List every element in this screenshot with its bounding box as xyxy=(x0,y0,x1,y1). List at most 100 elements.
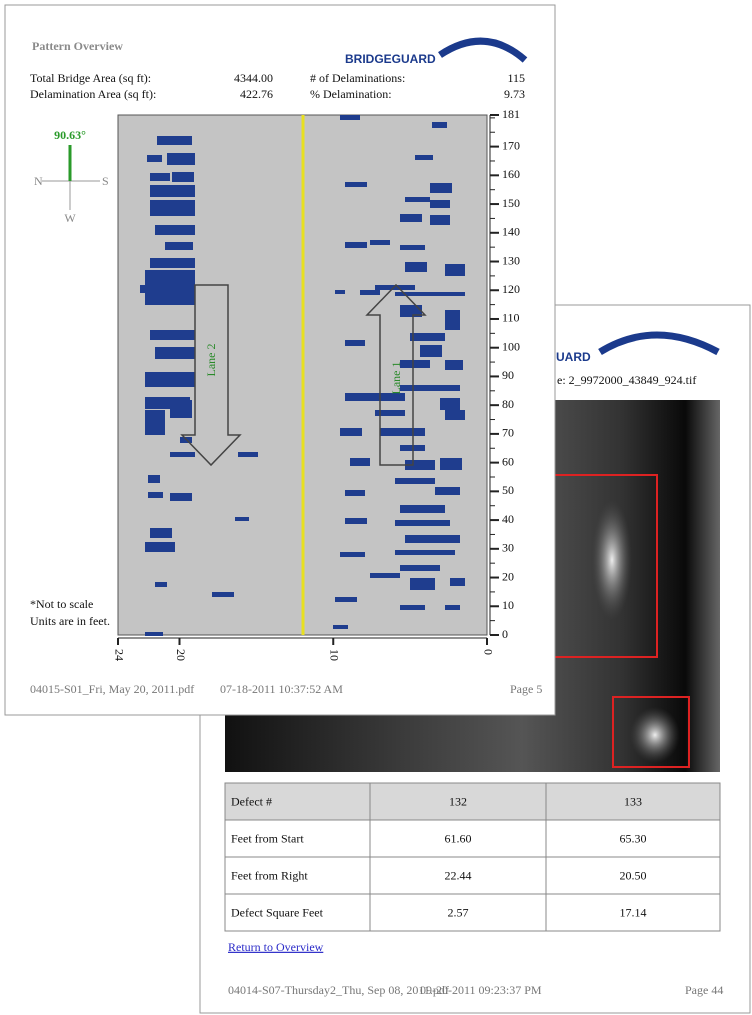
return-link[interactable]: Return to Overview xyxy=(228,940,324,954)
delamination xyxy=(345,340,365,346)
delamination xyxy=(445,605,460,610)
delamination xyxy=(157,136,192,145)
delamination xyxy=(140,285,152,293)
cell-text: Defect # xyxy=(231,794,272,808)
delamination xyxy=(445,360,463,370)
y-tick-label: 30 xyxy=(502,541,514,555)
table-cell xyxy=(369,856,547,895)
stat-label: % Delamination: xyxy=(310,87,392,101)
delamination xyxy=(145,632,163,636)
cell-text: Feet from Right xyxy=(231,868,308,882)
delamination xyxy=(410,578,435,590)
delamination xyxy=(400,385,460,391)
delamination xyxy=(375,410,405,416)
scan-highlight xyxy=(630,707,680,763)
table-cell xyxy=(545,819,721,858)
delamination xyxy=(400,245,425,250)
lane-arrow xyxy=(180,284,242,467)
delamination xyxy=(395,520,450,526)
delamination xyxy=(333,625,348,629)
delamination xyxy=(445,264,465,276)
delamination xyxy=(430,183,452,193)
delamination xyxy=(415,155,433,160)
note: Units are in feet. xyxy=(30,614,110,628)
footer-date: 09-20-2011 09:23:37 PM xyxy=(420,983,542,997)
stat-label: Delamination Area (sq ft): xyxy=(30,87,156,101)
delamination xyxy=(370,573,400,578)
note: *Not to scale xyxy=(30,597,93,611)
delamination xyxy=(150,528,172,538)
table-cell xyxy=(224,856,371,895)
y-tick-label: 150 xyxy=(502,196,520,210)
delamination xyxy=(395,292,465,296)
delamination xyxy=(445,410,465,420)
delamination xyxy=(335,290,345,294)
compass-s: S xyxy=(102,174,109,188)
compass: 90.63° N S W xyxy=(34,128,109,225)
y-tick-label: 20 xyxy=(502,569,514,583)
y-tick-label: 140 xyxy=(502,225,520,239)
delamination xyxy=(150,200,195,216)
delamination xyxy=(400,605,425,610)
cell-text: 2.57 xyxy=(448,905,469,919)
delamination xyxy=(150,330,195,340)
delamination xyxy=(170,493,192,501)
delamination xyxy=(440,458,462,470)
delamination xyxy=(430,200,450,208)
y-tick-label: 60 xyxy=(502,454,514,468)
scan-highlight xyxy=(592,500,632,620)
delamination xyxy=(395,550,455,555)
delamination xyxy=(335,597,357,602)
title: Pattern Overview xyxy=(32,39,123,53)
delamination xyxy=(155,225,195,235)
y-tick-label: 120 xyxy=(502,282,520,296)
table-cell xyxy=(369,893,547,932)
y-tick-label: 181 xyxy=(502,107,520,121)
delamination xyxy=(145,410,165,435)
lane-label: Lane 2 xyxy=(204,344,218,377)
cell-text: Feet from Start xyxy=(231,831,304,845)
footer-file: 04015-S01_Fri, May 20, 2011.pdf xyxy=(30,682,194,696)
table-cell xyxy=(224,819,371,858)
delamination xyxy=(340,115,360,120)
delamination xyxy=(400,505,445,513)
compass-w: W xyxy=(64,211,76,225)
cell-text: 22.44 xyxy=(445,868,472,882)
delamination xyxy=(148,492,163,498)
x-tick-label: 10 xyxy=(328,649,342,661)
stat-label: # of Delaminations: xyxy=(310,71,405,85)
y-tick-label: 110 xyxy=(502,311,520,325)
delamination xyxy=(380,428,425,436)
delamination xyxy=(430,215,450,225)
delamination xyxy=(405,460,435,470)
table-cell xyxy=(545,893,721,932)
y-tick-label: 160 xyxy=(502,167,520,181)
delamination xyxy=(150,185,195,197)
delamination xyxy=(360,290,380,295)
delamination xyxy=(350,458,370,466)
y-tick-label: 0 xyxy=(502,627,508,641)
cell-text: 133 xyxy=(624,794,642,808)
delamination xyxy=(345,242,367,248)
stat-label: Total Bridge Area (sq ft): xyxy=(30,71,151,85)
axes: 0102030405060708090100110120130140150160… xyxy=(112,107,520,661)
cell-text: 132 xyxy=(449,794,467,808)
logo-arc xyxy=(438,37,528,63)
delamination xyxy=(400,565,440,571)
delamination xyxy=(340,428,362,436)
footer-file: 04014-S07-Thursday2_Thu, Sep 08, 2011.pd… xyxy=(228,983,449,997)
footer-page: Page 44 xyxy=(685,983,723,997)
table-cell xyxy=(545,856,721,895)
delamination xyxy=(145,372,195,387)
delamination xyxy=(170,452,195,457)
delamination xyxy=(400,360,430,368)
delamination xyxy=(400,305,422,317)
delamination xyxy=(165,242,193,250)
x-tick-label: 24 xyxy=(112,649,126,661)
delamination xyxy=(170,400,192,418)
delamination xyxy=(440,398,460,410)
y-tick-label: 40 xyxy=(502,512,514,526)
y-tick-label: 130 xyxy=(502,253,520,267)
delamination xyxy=(405,197,430,202)
